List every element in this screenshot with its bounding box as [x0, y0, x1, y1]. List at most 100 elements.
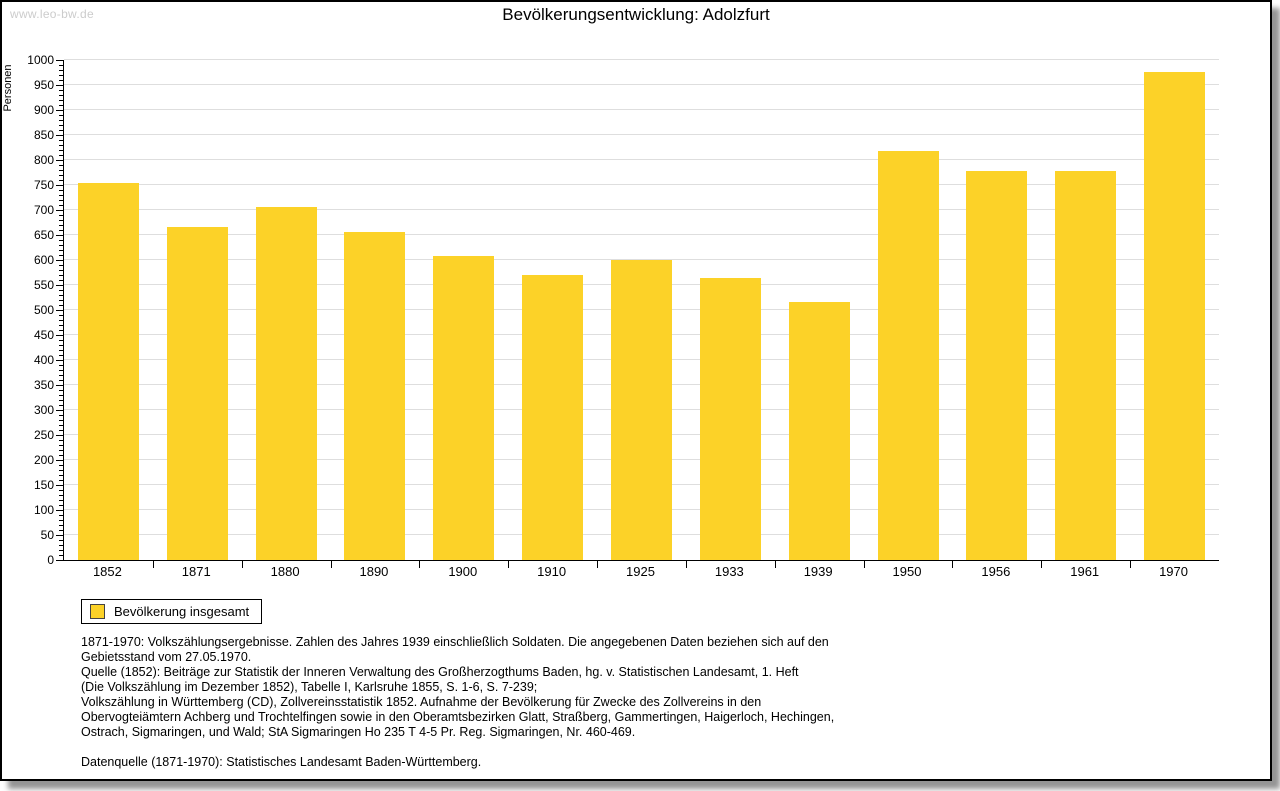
y-tick-minor — [59, 155, 63, 156]
y-tick-major — [56, 460, 63, 461]
y-tick-minor — [59, 370, 63, 371]
bar-1961 — [1055, 170, 1117, 560]
y-tick-minor — [59, 170, 63, 171]
y-tick-label-600: 600 — [33, 253, 54, 267]
bar-1933 — [699, 277, 761, 560]
y-tick-minor — [59, 355, 63, 356]
y-tick-minor — [59, 490, 63, 491]
bar-1871 — [166, 226, 228, 560]
y-tick-minor — [59, 520, 63, 521]
bar-1880 — [255, 207, 317, 560]
bar-1900 — [433, 256, 495, 560]
y-tick-minor — [59, 430, 63, 431]
x-label-1900: 1900 — [448, 564, 478, 579]
x-label-1970: 1970 — [1159, 564, 1188, 579]
y-tick-major — [56, 535, 63, 536]
y-tick-minor — [59, 295, 63, 296]
y-tick-major — [56, 335, 63, 336]
footnote-line-9: Datenquelle (1871-1970): Statistisches L… — [81, 755, 482, 769]
gridline-600 — [64, 259, 1219, 260]
y-tick-label-0: 0 — [47, 553, 54, 567]
y-tick-minor — [59, 140, 63, 141]
y-tick-label-50: 50 — [40, 528, 54, 542]
x-label-1910: 1910 — [537, 564, 567, 579]
y-tick-label-800: 800 — [33, 153, 54, 167]
y-tick-minor — [59, 550, 63, 551]
y-tick-major — [56, 110, 63, 111]
x-tick — [241, 561, 243, 568]
y-tick-label-550: 550 — [33, 278, 54, 292]
y-tick-minor — [59, 270, 63, 271]
y-tick-minor — [59, 330, 63, 331]
y-axis-title: Personen — [2, 64, 14, 112]
x-label-1880: 1880 — [270, 564, 300, 579]
legend-label: Bevölkerung insgesamt — [114, 604, 250, 619]
bar-cell-1956 — [952, 60, 1041, 560]
y-tick-minor — [59, 365, 63, 366]
y-tick-label-400: 400 — [33, 353, 54, 367]
y-tick-label-900: 900 — [33, 103, 54, 117]
bar-cell-1970 — [1130, 60, 1219, 560]
y-tick-label-750: 750 — [33, 178, 54, 192]
y-tick-minor — [59, 465, 63, 466]
y-tick-label-200: 200 — [33, 453, 54, 467]
gridline-1000 — [64, 59, 1219, 60]
y-tick-minor — [59, 340, 63, 341]
y-tick-minor — [59, 115, 63, 116]
y-tick-minor — [59, 495, 63, 496]
bar-1956 — [966, 171, 1028, 560]
bar-cell-1910 — [508, 60, 597, 560]
footnote-line-4: (Die Volkszählung im Dezember 1852), Tab… — [81, 680, 538, 694]
x-label-1961: 1961 — [1070, 564, 1100, 579]
x-label-1950: 1950 — [892, 564, 922, 579]
y-tick-label-850: 850 — [33, 128, 54, 142]
y-tick-major — [56, 160, 63, 161]
y-tick-minor — [59, 120, 63, 121]
y-tick-minor — [59, 175, 63, 176]
x-tick — [330, 561, 332, 568]
gridline-700 — [64, 209, 1219, 210]
x-label-1925: 1925 — [626, 564, 655, 579]
footnote-line-7: Ostrach, Sigmaringen, und Wald; StA Sigm… — [81, 725, 636, 739]
footnote-line-8 — [81, 740, 1211, 755]
y-tick-major — [56, 560, 63, 561]
y-tick-major — [56, 60, 63, 61]
x-tick — [508, 561, 510, 568]
legend: Bevölkerung insgesamt — [81, 599, 263, 624]
y-tick-minor — [59, 240, 63, 241]
y-tick-label-700: 700 — [33, 203, 54, 217]
y-tick-label-450: 450 — [33, 328, 54, 342]
y-tick-minor — [59, 145, 63, 146]
x-tick — [952, 561, 954, 568]
y-tick-major — [56, 235, 63, 236]
bar-cell-1890 — [331, 60, 420, 560]
gridline-900 — [64, 109, 1219, 110]
gridline-650 — [64, 234, 1219, 235]
y-tick-minor — [59, 395, 63, 396]
y-tick-minor — [59, 450, 63, 451]
footnote-line-5: Volkszählung in Württemberg (CD), Zollve… — [81, 695, 762, 709]
y-tick-minor — [59, 255, 63, 256]
y-tick-label-650: 650 — [33, 228, 54, 242]
y-tick-minor — [59, 315, 63, 316]
x-label-1871: 1871 — [181, 564, 211, 579]
y-tick-label-250: 250 — [33, 428, 54, 442]
gridline-850 — [64, 134, 1219, 135]
bar-1910 — [522, 275, 584, 560]
x-axis-labels: 1852 1871 1880 1890 1900 1910 1925 1933 1939 1950… — [63, 564, 1218, 579]
footnotes: 1871-1970: Volkszählungsergebnisse. Zahl… — [81, 635, 1211, 770]
y-tick-minor — [59, 345, 63, 346]
y-tick-minor — [59, 70, 63, 71]
y-tick-minor — [59, 440, 63, 441]
y-tick-minor — [59, 100, 63, 101]
y-tick-major — [56, 85, 63, 86]
y-tick-major — [56, 410, 63, 411]
y-tick-minor — [59, 500, 63, 501]
watermark-text: www.leo-bw.de — [10, 7, 94, 21]
gridline-800 — [64, 159, 1219, 160]
bar-cell-1871 — [153, 60, 242, 560]
y-tick-minor — [59, 400, 63, 401]
footnote-line-1: 1871-1970: Volkszählungsergebnisse. Zahl… — [81, 635, 829, 649]
y-tick-minor — [59, 480, 63, 481]
footnote-line-2: Gebietsstand vom 27.05.1970. — [81, 650, 252, 664]
